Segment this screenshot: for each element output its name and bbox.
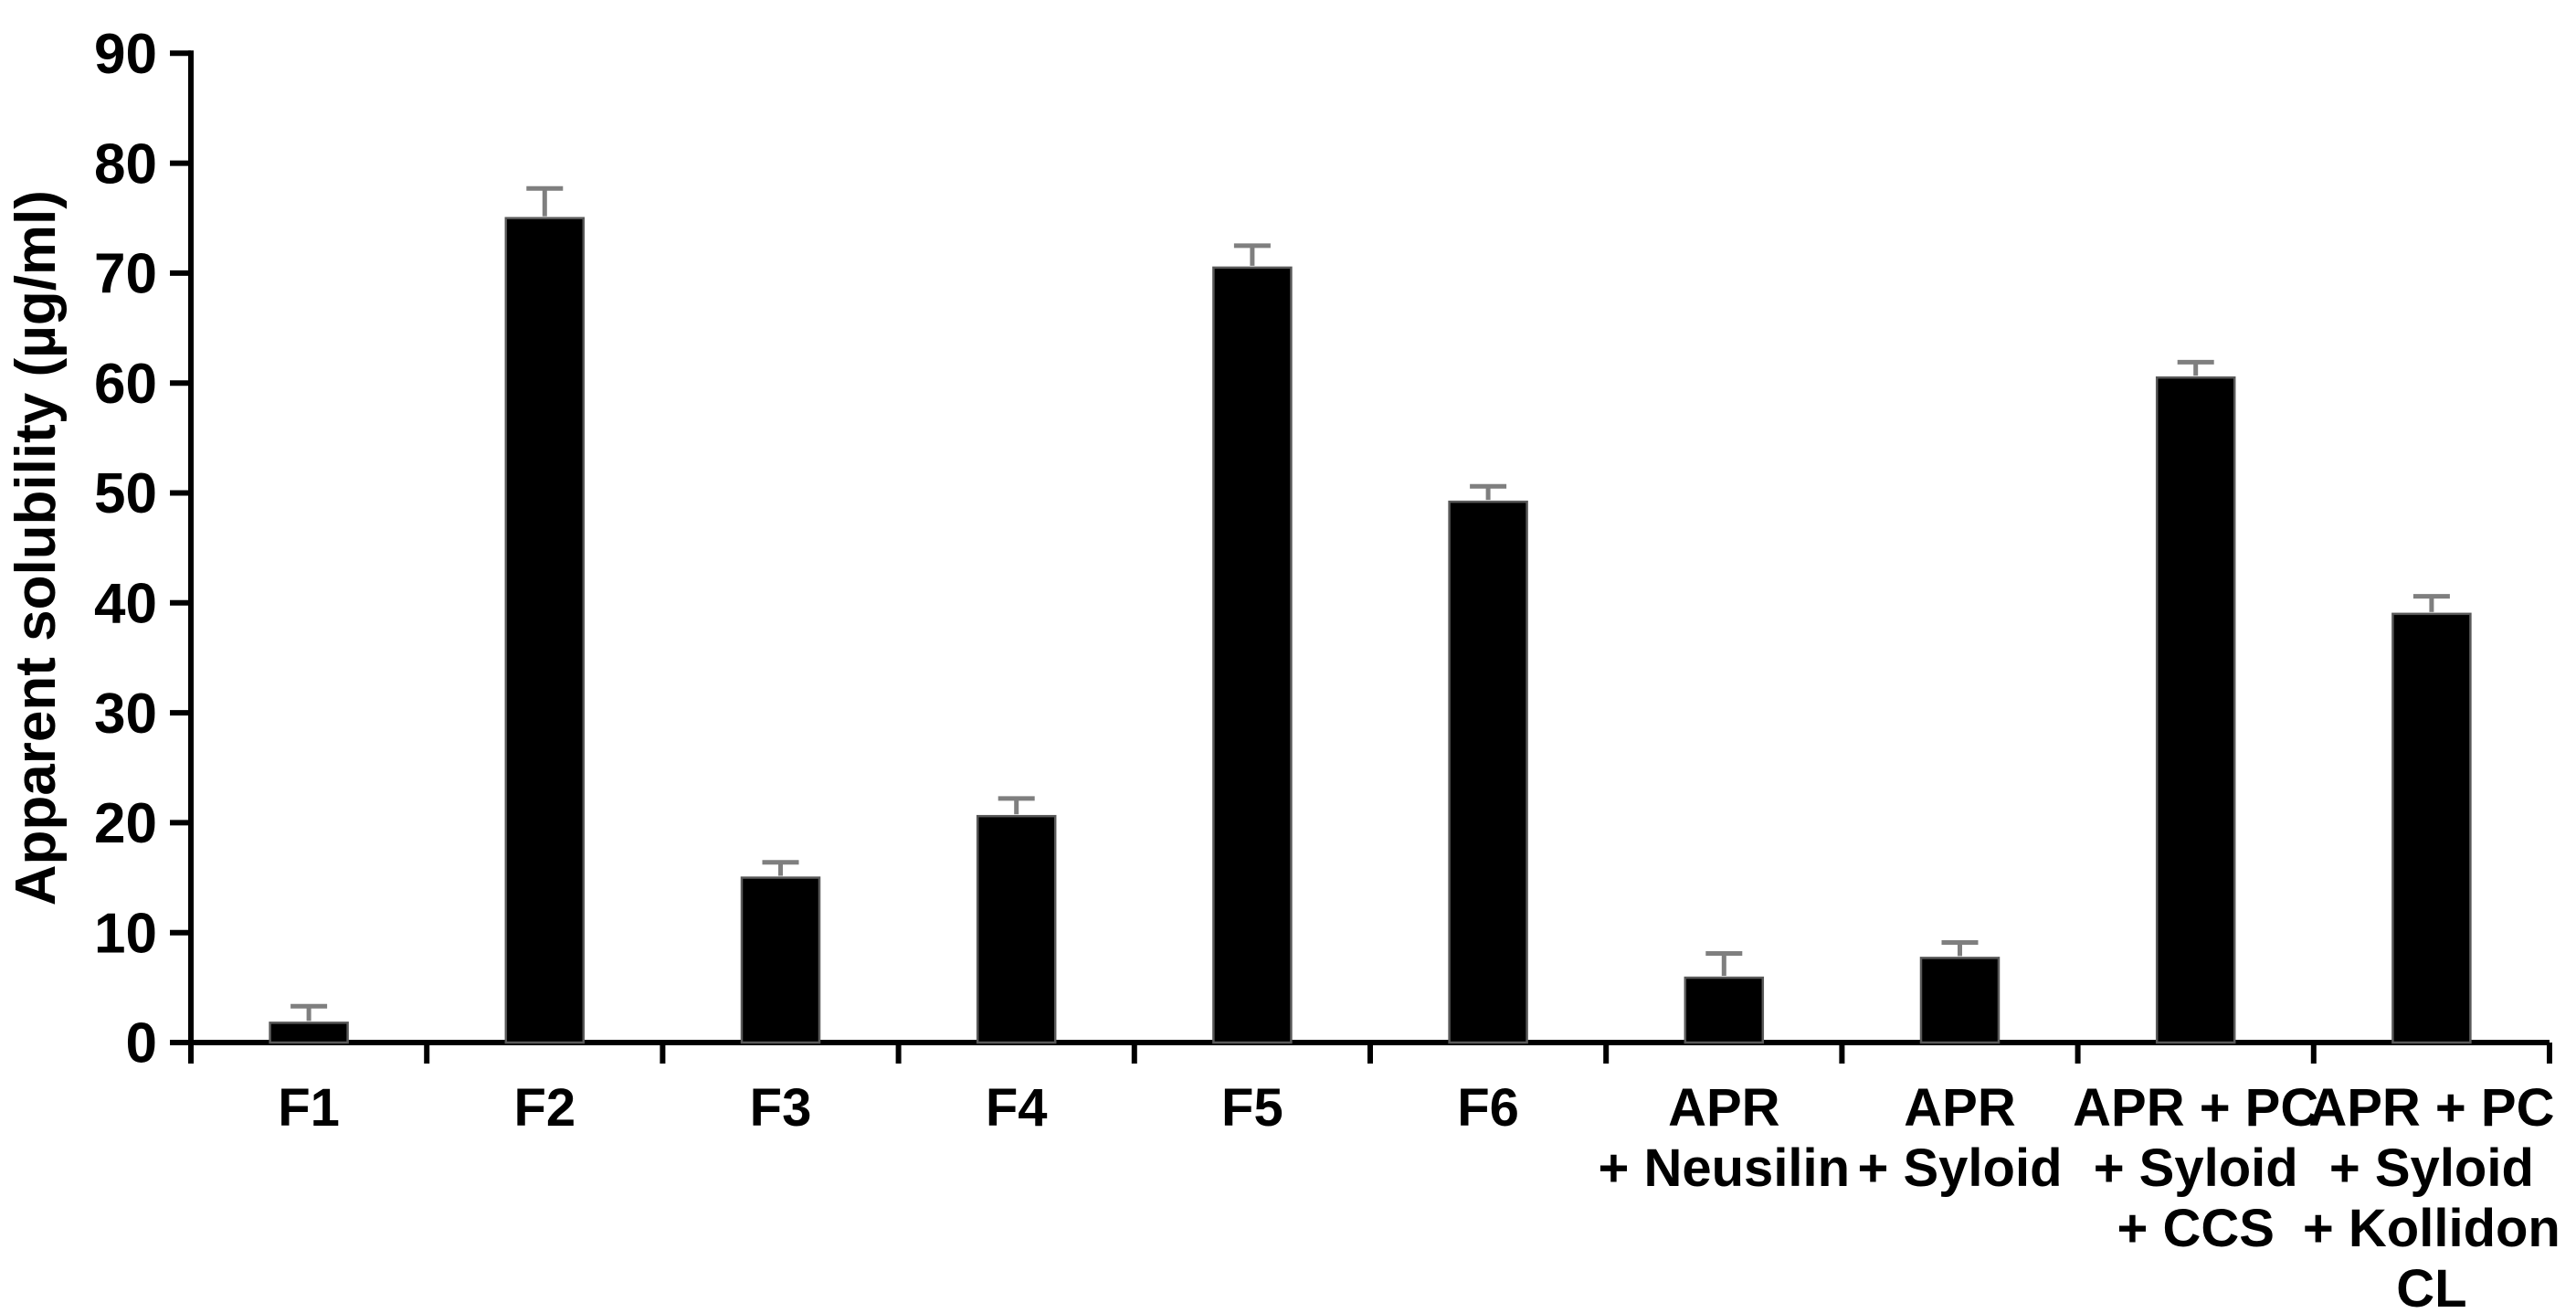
bar-apr-neusilin [1684, 976, 1765, 1044]
y-tick-label: 20 [94, 792, 157, 855]
x-category-label: F3 [750, 1078, 812, 1138]
x-category-label: F5 [1221, 1078, 1283, 1138]
bar-f4 [976, 814, 1057, 1044]
y-tick-label: 0 [126, 1012, 157, 1075]
x-category-label: F6 [1457, 1078, 1519, 1138]
y-tick-label: 30 [94, 683, 157, 746]
bar-f6 [1448, 500, 1528, 1044]
y-tick-label: 10 [94, 902, 157, 965]
bar-f2 [504, 217, 586, 1044]
x-category-label: APR + PC + Syloid + CCS [2073, 1078, 2318, 1258]
bar-f3 [740, 876, 821, 1044]
bar-f5 [1212, 266, 1293, 1044]
x-category-label: F2 [513, 1078, 575, 1138]
y-tick-label: 70 [94, 243, 157, 306]
y-tick-label: 90 [94, 23, 157, 86]
y-tick-label: 60 [94, 353, 157, 416]
x-category-label: APR + PC + Syloid + Kollidon CL [2303, 1078, 2560, 1313]
y-tick-label: 40 [94, 573, 157, 636]
bar-apr-pc-syloid-ccs [2155, 376, 2236, 1044]
x-category-label: F1 [278, 1078, 340, 1138]
bar-f1 [269, 1022, 349, 1044]
x-category-label: APR + Syloid [1857, 1078, 2062, 1198]
bar-apr-pc-syloid-kollidon-cl [2391, 612, 2472, 1044]
x-category-label: APR + Neusilin [1599, 1078, 1851, 1198]
y-tick-label: 80 [94, 132, 157, 196]
bar-apr-syloid [1919, 957, 2001, 1044]
y-tick-label: 50 [94, 462, 157, 525]
y-axis-title: Apparent solubility (µg/ml) [5, 190, 68, 905]
x-category-label: F4 [986, 1078, 1048, 1138]
